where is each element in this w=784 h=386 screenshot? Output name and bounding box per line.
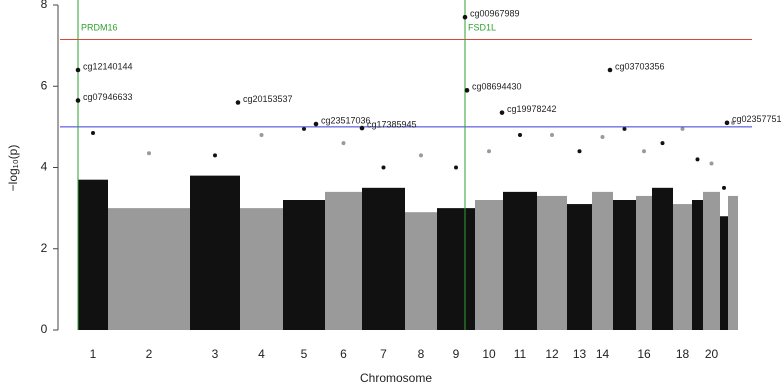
chromosome-peak bbox=[600, 135, 605, 140]
x-tick-label: 18 bbox=[676, 347, 690, 361]
cpg-label: cg20153537 bbox=[243, 94, 293, 104]
x-tick-label: 6 bbox=[340, 347, 347, 361]
x-tick-label: 14 bbox=[596, 347, 610, 361]
chromosome-bulk bbox=[592, 191, 613, 330]
chromosome-peak bbox=[487, 149, 491, 154]
chromosome-bulk bbox=[283, 200, 325, 330]
cpg-point bbox=[499, 110, 505, 115]
chromosome-peak bbox=[722, 185, 726, 190]
cpg-label: cg23517036 bbox=[321, 115, 371, 125]
cpg-label: cg03703356 bbox=[615, 61, 665, 71]
y-tick-label: 2 bbox=[41, 241, 48, 255]
chromosome-bulk bbox=[728, 195, 738, 330]
x-axis-label: Chromosome bbox=[360, 371, 432, 385]
chromosome-bulk bbox=[567, 204, 592, 330]
chromosome-peak bbox=[577, 149, 582, 154]
chromosome-peak bbox=[454, 165, 458, 170]
chromosome-peak bbox=[695, 157, 700, 162]
cpg-point bbox=[464, 88, 470, 93]
cpg-label: cg17385945 bbox=[367, 119, 417, 129]
chromosome-bulk bbox=[362, 187, 405, 330]
y-tick-label: 0 bbox=[41, 322, 48, 336]
chromosome-peak bbox=[381, 165, 386, 170]
x-tick-label: 4 bbox=[258, 347, 265, 361]
chromosome-bulk bbox=[405, 212, 437, 330]
chromosome-peak bbox=[660, 141, 665, 146]
cpg-label: cg07946633 bbox=[83, 92, 133, 102]
chromosome-peak bbox=[622, 126, 627, 131]
x-tick-label: 3 bbox=[212, 347, 219, 361]
chromosome-peak bbox=[91, 130, 95, 135]
chromosome-peak bbox=[642, 149, 646, 154]
chromosome-peak bbox=[147, 151, 151, 156]
chromosome-peak bbox=[731, 120, 735, 125]
cpg-label: cg00967989 bbox=[470, 9, 520, 19]
cpg-label: cg12140144 bbox=[83, 61, 133, 71]
y-tick-label: 8 bbox=[41, 0, 48, 11]
chromosome-bulk bbox=[325, 191, 362, 330]
chromosome-bulk bbox=[692, 200, 703, 330]
chromosome-bulk bbox=[240, 208, 283, 330]
chromosome-peak bbox=[550, 133, 554, 137]
cpg-point bbox=[359, 125, 365, 131]
x-tick-label: 1 bbox=[90, 347, 97, 361]
chromosome-bulk bbox=[720, 216, 728, 330]
x-tick-label: 20 bbox=[705, 347, 719, 361]
x-tick-label: 11 bbox=[514, 347, 527, 361]
cpg-label: cg08694430 bbox=[472, 82, 522, 92]
chromosome-bulk bbox=[78, 179, 108, 330]
cpg-point bbox=[75, 67, 81, 73]
cpg-point bbox=[462, 14, 468, 20]
x-tick-label: 16 bbox=[637, 347, 651, 361]
cpg-label: cg02357751 bbox=[732, 114, 782, 124]
x-tick-label: 9 bbox=[453, 347, 460, 361]
x-tick-label: 10 bbox=[482, 347, 496, 361]
chromosome-bulk bbox=[673, 204, 692, 330]
x-tick-label: 13 bbox=[573, 347, 587, 361]
x-tick-label: 12 bbox=[545, 347, 559, 361]
chromosome-bulk bbox=[652, 187, 673, 330]
chromosome-bulk bbox=[437, 208, 475, 330]
chromosome-peak bbox=[680, 126, 685, 131]
chromosome-bulk bbox=[108, 208, 190, 330]
chromosome-bulk bbox=[537, 195, 567, 330]
cpg-point bbox=[607, 67, 613, 73]
chromosome-peak bbox=[518, 133, 522, 137]
chromosome-peak bbox=[709, 161, 714, 166]
y-axis-label: −log₁₀(p) bbox=[6, 145, 20, 192]
cpg-label: cg19978242 bbox=[507, 104, 557, 114]
x-tick-label: 7 bbox=[380, 347, 387, 361]
cpg-point bbox=[75, 98, 81, 103]
cpg-point bbox=[235, 100, 241, 105]
chromosome-peak bbox=[419, 153, 423, 158]
x-tick-label: 8 bbox=[418, 347, 425, 361]
x-tick-label: 5 bbox=[301, 347, 308, 361]
y-tick-label: 6 bbox=[41, 78, 48, 92]
chromosome-bulk bbox=[190, 175, 240, 330]
gene-label: PRDM16 bbox=[81, 22, 118, 32]
chromosome-peak bbox=[213, 153, 217, 158]
gene-label: FSD1L bbox=[468, 22, 496, 32]
chromosome-peak bbox=[302, 126, 306, 131]
chromosome-bulk bbox=[703, 191, 720, 330]
cpg-point bbox=[724, 120, 730, 126]
cpg-point bbox=[313, 121, 319, 127]
x-tick-label: 2 bbox=[146, 347, 153, 361]
chromosome-bulk bbox=[613, 200, 636, 330]
chromosome-peak bbox=[259, 133, 264, 137]
chromosome-bulk bbox=[503, 191, 537, 330]
y-tick-label: 4 bbox=[41, 160, 48, 174]
chromosome-bulk bbox=[475, 200, 503, 330]
chromosome-peak bbox=[341, 141, 346, 146]
chromosome-bulk bbox=[636, 195, 652, 330]
